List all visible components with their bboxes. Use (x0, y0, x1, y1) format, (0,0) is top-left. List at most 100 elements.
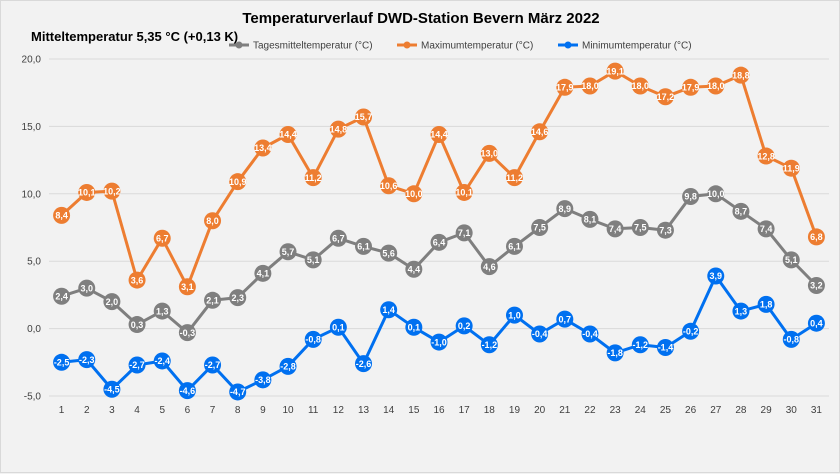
x-tick-label: 24 (635, 405, 647, 416)
data-label: 13,0 (481, 149, 499, 159)
legend-item: Tagesmitteltemperatur (°C) (229, 41, 373, 52)
data-label: 0,7 (559, 314, 572, 324)
x-tick-label: 20 (534, 405, 546, 416)
data-point (455, 183, 473, 201)
x-tick-label: 27 (710, 405, 722, 416)
data-point (682, 78, 700, 96)
data-label: -2,7 (129, 360, 145, 370)
x-tick-label: 21 (559, 405, 571, 416)
data-point (128, 316, 146, 334)
data-point (279, 357, 297, 375)
data-point (254, 264, 272, 282)
data-point (204, 291, 222, 309)
x-tick-label: 15 (408, 405, 420, 416)
x-tick-label: 17 (459, 405, 471, 416)
data-label: -0,4 (532, 329, 548, 339)
data-label: -1,4 (658, 343, 674, 353)
data-label: 10,0 (405, 189, 423, 199)
data-label: 10,1 (455, 188, 473, 198)
data-label: 0,1 (408, 322, 421, 332)
data-point (229, 383, 247, 401)
data-point (405, 260, 423, 278)
data-label: 10,2 (103, 186, 121, 196)
data-label: -4,5 (104, 384, 120, 394)
data-label: -1,2 (633, 340, 649, 350)
data-label: 3,0 (80, 283, 93, 293)
data-point (732, 66, 750, 84)
data-label: 9,8 (684, 192, 697, 202)
data-label: 11,2 (305, 173, 322, 183)
data-label: -4,7 (230, 387, 246, 397)
y-tick-label: -5,0 (24, 392, 42, 403)
data-point (380, 177, 398, 195)
data-label: 6,8 (810, 232, 823, 242)
data-label: 7,5 (634, 223, 647, 233)
legend-label: Maximumtemperatur (°C) (421, 41, 533, 52)
data-label: 6,7 (156, 233, 169, 243)
data-point (153, 302, 171, 320)
series-1: 2,4 3,0 2,0 0,3 1,3 -0,3 2,1 2,3 4,1 5,7 5,1 6,7 6,1… (53, 185, 825, 342)
data-label: 19,1 (606, 66, 624, 76)
data-label: -1,8 (607, 348, 623, 358)
data-point (178, 382, 196, 400)
data-point (153, 229, 171, 247)
data-point (682, 322, 700, 340)
data-label: 2,3 (231, 293, 244, 303)
data-point (430, 233, 448, 251)
data-label: 8,4 (55, 211, 68, 221)
x-tick-label: 22 (584, 405, 596, 416)
data-point (430, 333, 448, 351)
data-label: 7,4 (760, 224, 773, 234)
data-point (53, 206, 71, 224)
data-point (682, 187, 700, 205)
x-tick-label: 19 (509, 405, 521, 416)
data-point (505, 237, 523, 255)
data-label: 7,1 (458, 228, 471, 238)
y-axis: -5,0 0,0 5,0 10,0 15,0 20,0 (22, 55, 42, 403)
data-point (380, 301, 398, 319)
data-label: 6,1 (357, 242, 370, 252)
data-label: -1,0 (431, 337, 447, 347)
data-point (329, 229, 347, 247)
data-label: 1,3 (735, 306, 748, 316)
data-point (556, 78, 574, 96)
data-point (204, 212, 222, 230)
y-tick-label: 10,0 (22, 189, 42, 200)
x-tick-label: 25 (660, 405, 672, 416)
data-label: 4,1 (257, 269, 270, 279)
data-label: 7,4 (609, 224, 622, 234)
data-label: 17,9 (556, 83, 574, 93)
data-label: -2,8 (280, 362, 296, 372)
x-tick-label: 11 (308, 405, 319, 416)
data-point (782, 159, 800, 177)
data-point (656, 88, 674, 106)
data-point (455, 224, 473, 242)
data-point (329, 120, 347, 138)
data-label: 2,4 (55, 291, 68, 301)
data-label: 12,8 (757, 151, 775, 161)
chart-title: Temperaturverlauf DWD-Station Bevern Mär… (242, 10, 599, 27)
data-label: 3,9 (710, 271, 723, 281)
data-label: 0,3 (131, 320, 144, 330)
data-label: 5,7 (282, 247, 295, 257)
data-point (581, 325, 599, 343)
data-point (505, 306, 523, 324)
data-point (229, 173, 247, 191)
data-label: 3,1 (181, 282, 194, 292)
x-tick-label: 28 (735, 405, 747, 416)
data-label: 14,8 (330, 124, 348, 134)
x-tick-label: 8 (235, 405, 241, 416)
data-point (355, 108, 373, 126)
data-point (304, 330, 322, 348)
data-point (455, 317, 473, 335)
data-label: 3,2 (810, 281, 823, 291)
data-point (279, 125, 297, 143)
data-label: -0,3 (180, 328, 196, 338)
data-label: 18,0 (632, 81, 650, 91)
data-point (480, 258, 498, 276)
data-point (103, 182, 121, 200)
x-tick-label: 1 (59, 405, 65, 416)
data-label: 1,3 (156, 306, 169, 316)
data-point (128, 271, 146, 289)
